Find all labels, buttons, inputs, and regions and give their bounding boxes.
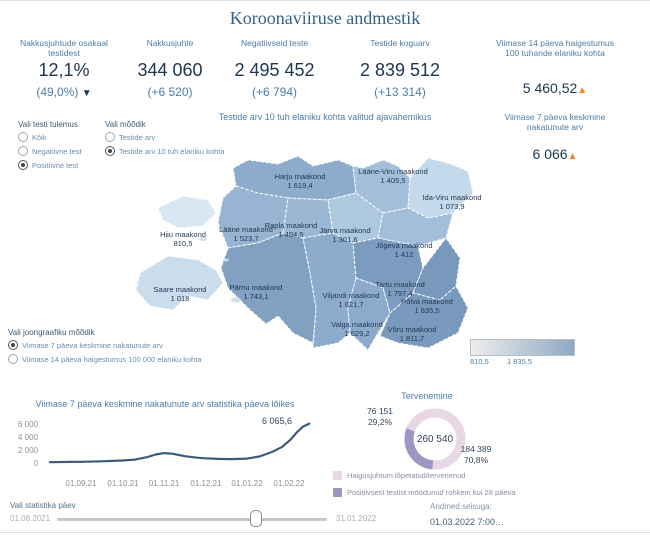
kpi-positive-share-label: Nakkusjuhtude osakaal testidest [20, 38, 108, 58]
radio-option-14d-incidence[interactable]: Viimase 14 päeva haigestumus 100 000 ela… [8, 354, 202, 364]
county-viljandi-shape[interactable] [302, 232, 357, 349]
kpi-positive-share: Nakkusjuhtude osakaal testidest 12,1% (4… [5, 38, 123, 99]
radio-icon[interactable] [105, 132, 115, 142]
kpi-avg-7d: Viimase 7 päeva keskmine nakatunute arv … [460, 112, 650, 162]
filter-test-result: Vali testi tulemus Kõik Negatiivne test … [18, 120, 82, 174]
map-legend-min: 810,5 [470, 357, 489, 366]
islet [199, 237, 207, 241]
filter-test-result-title: Vali testi tulemus [18, 120, 78, 129]
trend-end-value: 6 065,6 [262, 416, 293, 426]
trend-chart-title: Viimase 7 päeva keskmine nakatunute arv … [35, 399, 295, 409]
kpi-negative-tests: Negatiivseid teste 2 495 452 (+6 794) [212, 38, 337, 99]
kpi-total-tests-label: Testide koguarv [370, 38, 430, 48]
radio-option-7d-average[interactable]: Viimase 7 päeva keskmine nakatunute arv [8, 340, 202, 350]
donut-callout-recovered: 184 389 70,8% [460, 444, 492, 465]
x-tick: 01.12.21 [190, 479, 222, 488]
kpi-negative-tests-delta: (+6 794) [251, 85, 298, 99]
donut-callout-over-28-days: 76 151 29,2% [367, 406, 393, 427]
filter-line-metric: Vali joongraafiku mõõdik Viimase 7 päeva… [8, 328, 202, 368]
kpi-total-tests-delta: (+13 314) [374, 85, 426, 99]
kpi-incidence-14d-value: 5 460,52▲ [522, 80, 588, 96]
radio-option-koik[interactable]: Kõik [18, 132, 82, 142]
trend-up-icon: ▲ [577, 85, 588, 96]
data-as-of-label: Andmed seisuga: [430, 502, 492, 511]
islet [223, 258, 229, 262]
county-rapla-shape[interactable] [282, 197, 334, 239]
donut-title: Tervenemine [401, 391, 453, 401]
bottom-divider [0, 532, 650, 533]
filter-metric-title: Vali mõõdik [105, 120, 146, 129]
legend-swatch-icon [333, 488, 342, 497]
kpi-positive-share-value: 12,1% [38, 60, 90, 80]
radio-icon[interactable] [18, 146, 28, 156]
kpi-cases-label: Nakkusjuhte [146, 38, 194, 48]
date-slider-handle[interactable] [250, 510, 262, 527]
radio-option-testide-arv[interactable]: Testide arv [105, 132, 224, 142]
county-polva-shape[interactable] [412, 237, 461, 301]
kpi-negative-tests-label: Negatiivseid teste [240, 38, 309, 48]
county-voru-shape[interactable] [379, 285, 469, 349]
trend-line [48, 422, 311, 464]
kpi-positive-share-delta: (49,0%) ▼ [36, 85, 92, 99]
date-slider-label: Vali statistika päev [10, 501, 76, 510]
filter-line-metric-title: Vali joongraafiku mõõdik [8, 328, 95, 337]
kpi-negative-tests-value: 2 495 452 [234, 60, 315, 80]
kpi-total-tests-value: 2 839 512 [359, 60, 441, 80]
trend-down-icon: ▼ [81, 88, 92, 99]
estonia-choropleth-map [135, 155, 474, 351]
trend-chart [48, 422, 311, 464]
radio-option-testide-arv-10tuh[interactable]: Testide arv 10 tuh elaniku kohta [105, 146, 224, 156]
y-tick: 2 000 [17, 446, 38, 455]
radio-selected-icon[interactable] [105, 146, 115, 156]
page-title: Koroonaviiruse andmestik [229, 8, 421, 28]
county-parnu-shape[interactable] [220, 232, 317, 344]
radio-selected-icon[interactable] [18, 160, 28, 170]
legend-swatch-icon [333, 471, 342, 480]
county-valga-shape[interactable] [347, 277, 391, 351]
radio-icon[interactable] [8, 354, 18, 364]
county-ida-viru-shape[interactable] [407, 157, 474, 219]
top-divider [0, 0, 650, 1]
radio-icon[interactable] [18, 132, 28, 142]
kpi-avg-7d-value: 6 066▲ [532, 146, 578, 162]
x-tick: 01.10.21 [107, 479, 139, 488]
map-title: Testide arv 10 tuh elaniku kohta valitud… [218, 112, 432, 122]
county-saare-shape[interactable] [135, 255, 224, 311]
y-tick: 6 000 [17, 420, 38, 429]
x-tick: 01.02.22 [273, 479, 305, 488]
x-tick: 01.11.21 [148, 479, 180, 488]
y-tick: 4 000 [17, 433, 38, 442]
data-as-of-value: 01.03.2022 7:00… [430, 517, 505, 527]
kpi-cases-value: 344 060 [137, 60, 203, 80]
donut-arc-over-28-days[interactable] [404, 408, 466, 470]
radio-selected-icon[interactable] [8, 340, 18, 350]
y-tick: 0 [33, 459, 38, 468]
date-slider-end: 31.01.2022 [336, 514, 377, 523]
donut-legend-over-28-days: Positiivsest testist möödunud rohkem kui… [333, 488, 515, 497]
donut-center-total: 260 540 [416, 434, 454, 445]
filter-metric: Vali mõõdik Testide arv Testide arv 10 t… [105, 120, 224, 160]
map-color-legend [470, 339, 575, 356]
donut-legend-recovered: Haigusjuhtum lõpetatud/tervenenud [333, 471, 465, 480]
kpi-incidence-14d: Viimase 14 päeva haigestumus 100 tuhande… [460, 38, 650, 96]
kpi-cases-delta: (+6 520) [147, 85, 193, 99]
kpi-cases: Nakkusjuhte 344 060 (+6 520) [110, 38, 230, 99]
kpi-incidence-14d-label: Viimase 14 päeva haigestumus 100 tuhande… [496, 38, 614, 58]
islet [231, 297, 241, 303]
radio-option-negatiivne-test[interactable]: Negatiivne test [18, 146, 82, 156]
date-slider-start: 01.08.2021 [10, 514, 51, 523]
x-tick: 01.01.22 [231, 479, 263, 488]
kpi-avg-7d-label: Viimase 7 päeva keskmine nakatunute arv [504, 112, 606, 132]
radio-option-positiivne-test[interactable]: Positiivne test [18, 160, 82, 170]
county-hiiu-shape[interactable] [157, 195, 217, 229]
x-tick: 01.09.21 [65, 479, 97, 488]
trend-up-icon: ▲ [567, 151, 578, 162]
kpi-total-tests: Testide koguarv 2 839 512 (+13 314) [330, 38, 470, 99]
map-legend-max: 1 835,5 [507, 357, 533, 366]
recovery-donut-chart [404, 408, 466, 470]
date-slider-track[interactable] [57, 518, 327, 521]
